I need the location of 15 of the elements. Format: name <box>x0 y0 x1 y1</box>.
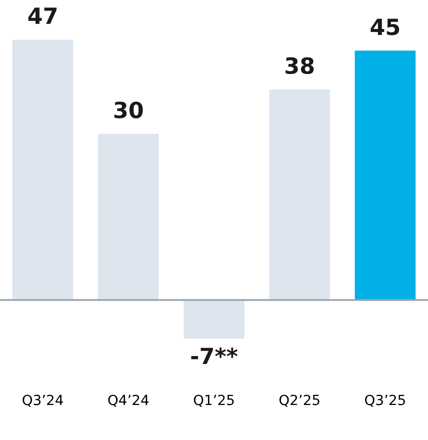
data-label: -7** <box>191 348 238 364</box>
x-tick-label: Q2’25 <box>279 394 320 407</box>
bar <box>354 50 416 300</box>
data-label: 38 <box>286 57 314 74</box>
x-tick-label: Q4’24 <box>108 394 149 407</box>
data-label: 45 <box>370 18 400 36</box>
x-tick-label: Q1’25 <box>194 394 234 407</box>
data-label: 47 <box>28 8 56 24</box>
data-label: 30 <box>114 102 143 118</box>
bar <box>269 89 330 300</box>
bar <box>184 300 244 339</box>
x-tick-label: Q3’24 <box>22 394 63 407</box>
x-tick-label: Q3’25 <box>365 394 405 407</box>
bar <box>12 40 74 300</box>
bar <box>98 134 159 300</box>
